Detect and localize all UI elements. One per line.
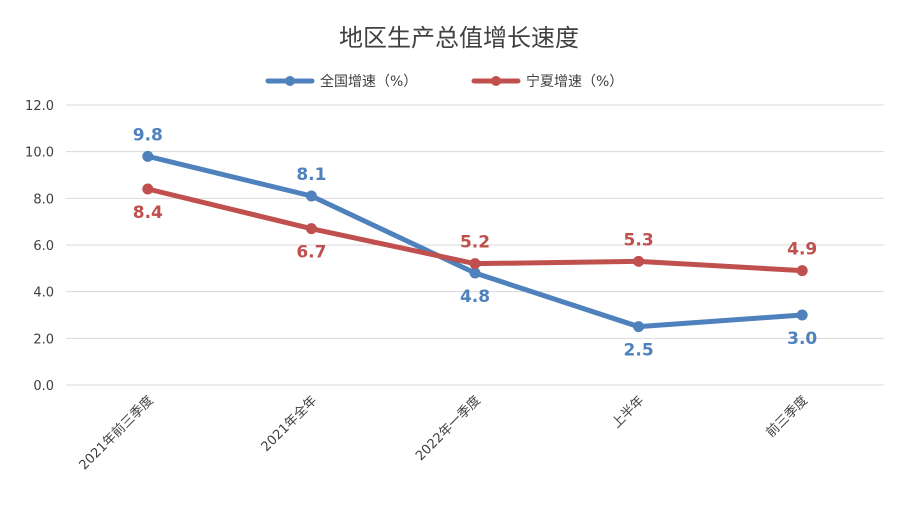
data-label: 8.1 <box>296 165 326 185</box>
data-label: 3.0 <box>787 329 817 349</box>
x-tick-label: 前三季度 <box>763 393 811 441</box>
data-label: 8.4 <box>133 203 163 223</box>
data-point <box>142 183 154 195</box>
data-label: 6.7 <box>296 243 326 263</box>
data-point <box>142 150 154 162</box>
x-tick-label: 2022年一季度 <box>412 393 483 464</box>
data-label: 2.5 <box>624 341 654 361</box>
legend-item: 全国增速（%） <box>265 73 417 90</box>
data-label: 9.8 <box>133 125 163 145</box>
legend-label: 宁夏增速（%） <box>526 73 623 90</box>
y-tick-label: 8.0 <box>33 192 54 207</box>
y-tick-label: 4.0 <box>33 286 54 301</box>
data-label: 4.9 <box>787 240 817 260</box>
data-label: 5.3 <box>624 230 654 250</box>
x-tick-label: 2021年前三季度 <box>76 393 157 474</box>
data-point <box>305 223 317 235</box>
gridlines <box>66 104 884 386</box>
y-tick-label: 10.0 <box>25 146 54 161</box>
data-point <box>796 265 808 277</box>
data-point <box>633 321 645 333</box>
x-tick-label: 上半年 <box>609 393 647 431</box>
data-label: 4.8 <box>460 287 490 307</box>
plot-area: 9.8 8.1 4.8 2.5 3.0 8.4 6.7 5.2 5.3 4.9 <box>133 125 818 360</box>
y-tick-label: 12.0 <box>25 99 54 114</box>
y-tick-label: 0.0 <box>33 379 54 394</box>
legend-marker-icon <box>491 76 501 86</box>
x-tick-label: 2021年全年 <box>258 393 320 455</box>
y-tick-label: 2.0 <box>33 332 54 347</box>
legend-marker-icon <box>285 76 295 86</box>
data-point <box>796 309 808 321</box>
legend-label: 全国增速（%） <box>320 73 417 90</box>
data-point <box>469 267 481 279</box>
data-point <box>305 190 317 202</box>
y-tick-label: 6.0 <box>33 239 54 254</box>
legend: 全国增速（%） 宁夏增速（%） <box>265 73 623 90</box>
series: 8.4 6.7 5.2 5.3 4.9 <box>133 183 817 277</box>
x-axis: 2021年前三季度 2021年全年 2022年一季度 上半年 前三季度 <box>76 393 811 474</box>
data-point <box>633 255 645 267</box>
chart-title: 地区生产总值增长速度 <box>339 24 579 52</box>
series: 9.8 8.1 4.8 2.5 3.0 <box>133 125 818 360</box>
data-label: 5.2 <box>460 233 490 253</box>
y-axis: 0.0 2.0 4.0 6.0 8.0 10.0 12.0 <box>25 99 54 394</box>
data-point <box>469 258 481 270</box>
legend-item: 宁夏增速（%） <box>471 73 623 90</box>
